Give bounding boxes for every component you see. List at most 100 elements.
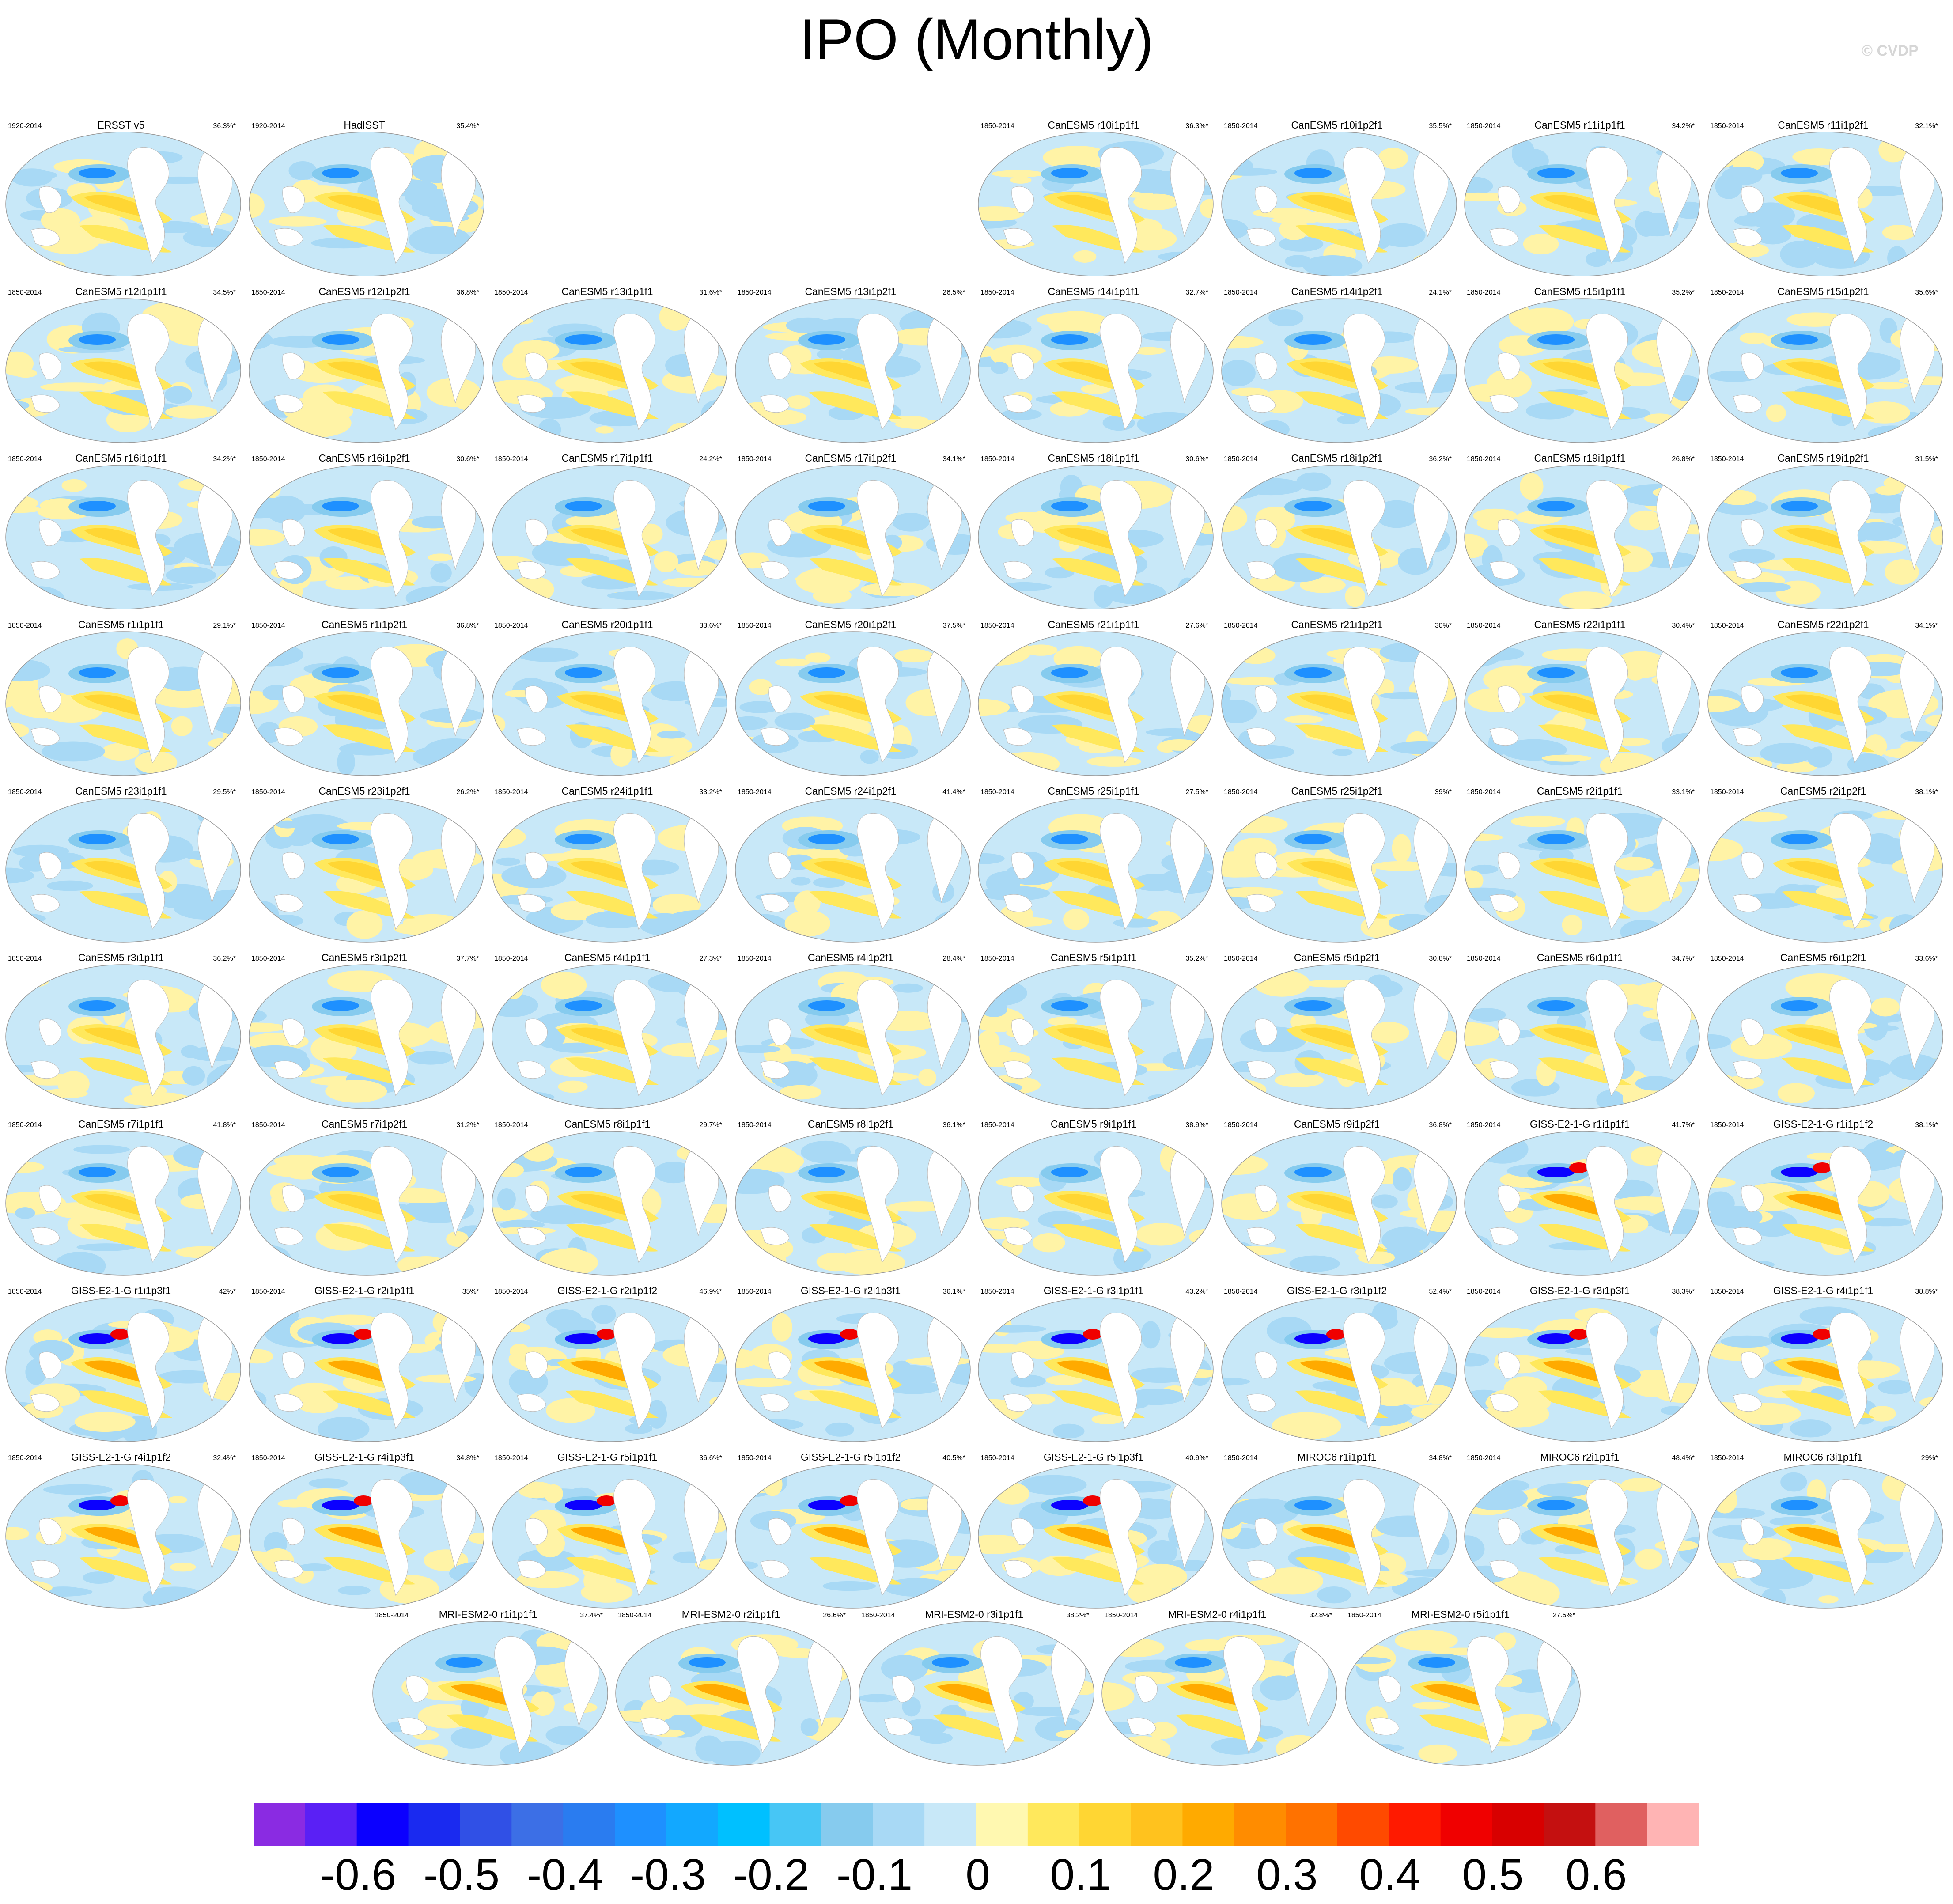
land-mass: [1343, 480, 1385, 597]
land-mass: [1586, 147, 1628, 264]
map-field: [1708, 965, 1943, 1109]
panel-variance-pct: 29.1%*: [213, 622, 236, 629]
panel-years: 1850-2014: [251, 1288, 285, 1295]
world-map: [735, 964, 971, 1109]
cold-core: [808, 834, 845, 844]
anomaly-patch: [28, 1423, 52, 1439]
map-panel: GISS-E2-1-G r4i1p3f1 1850-2014 34.8%*: [243, 1450, 485, 1609]
anomaly-patch: [183, 227, 235, 247]
anomaly-patch: [1562, 914, 1582, 935]
warm-hotspot: [1813, 1162, 1832, 1173]
map-field: [492, 632, 727, 776]
anomaly-patch: [1162, 1051, 1200, 1070]
land-mass: [1246, 727, 1276, 746]
land-mass: [760, 1227, 790, 1245]
anomaly-patch: [888, 1201, 948, 1212]
map-panel: CanESM5 r9i1p1f1 1850-2014 38.9%*: [973, 1117, 1215, 1276]
land-mass: [760, 894, 790, 912]
map-field: [1708, 1464, 1943, 1608]
panel-title: CanESM5 r2i1p1f1: [1537, 785, 1623, 797]
land-mass: [525, 519, 548, 546]
panel-variance-pct: 32.1%*: [1915, 122, 1938, 130]
land-mass: [274, 1227, 303, 1245]
map-panel: CanESM5 r16i1p2f1 1850-2014 30.6%*: [243, 451, 485, 610]
panel-years: 1920-2014: [8, 122, 42, 130]
cold-core: [79, 1500, 116, 1510]
panel-variance-pct: 26.8%*: [1672, 455, 1695, 463]
map-field: [249, 299, 484, 443]
land-mass: [760, 1060, 790, 1079]
anomaly-patch: [1428, 1477, 1457, 1493]
land-mass: [371, 979, 413, 1097]
map-field: [978, 132, 1213, 276]
map-field: [492, 1131, 727, 1275]
anomaly-patch: [1345, 1657, 1391, 1665]
cold-core: [1537, 501, 1575, 511]
panel-variance-pct: 27.5%*: [1185, 788, 1208, 796]
cold-core: [322, 1333, 359, 1344]
anomaly-patch: [1776, 761, 1818, 773]
panel-years: 1850-2014: [251, 955, 285, 962]
cold-core: [1781, 1167, 1818, 1177]
anomaly-patch: [394, 923, 439, 935]
anomaly-patch: [325, 1079, 387, 1103]
map-field: [859, 1621, 1094, 1765]
land-mass: [1733, 894, 1762, 912]
land-mass: [1011, 519, 1034, 546]
map-outline: [1221, 465, 1457, 609]
map-panel: CanESM5 r3i1p2f1 1850-2014 37.7%*: [243, 951, 485, 1110]
world-map: [1707, 1464, 1943, 1609]
land-mass: [1829, 646, 1872, 764]
anomaly-patch: [1378, 148, 1408, 169]
anomaly-patch: [1133, 193, 1179, 211]
map-field: [249, 798, 484, 942]
anomaly-patch: [739, 701, 780, 713]
panel-years: 1850-2014: [8, 1288, 42, 1295]
world-map: [249, 465, 484, 609]
anomaly-patch: [492, 750, 514, 772]
land-mass: [1498, 1018, 1520, 1046]
panel-title: CanESM5 r21i1p2f1: [1291, 619, 1383, 630]
panel-variance-pct: 36.6%*: [699, 1454, 722, 1462]
anomaly-patch: [1433, 1590, 1457, 1608]
panel-variance-pct: 34.8%*: [1429, 1454, 1452, 1462]
anomaly-patch: [1197, 522, 1213, 534]
anomaly-patch: [607, 591, 674, 600]
anomaly-patch: [1761, 1587, 1786, 1608]
world-map: [735, 298, 971, 443]
anomaly-patch: [1086, 756, 1141, 767]
cold-core: [565, 1000, 602, 1011]
map-outline: [1221, 1131, 1457, 1276]
cold-core: [79, 334, 116, 345]
cold-core: [1294, 667, 1332, 678]
colorbar-tick-label: 0.1: [1050, 1850, 1112, 1900]
land-mass: [39, 685, 61, 713]
map-outline: [1707, 964, 1943, 1109]
anomaly-patch: [1222, 168, 1278, 176]
panel-variance-pct: 46.9%*: [699, 1288, 722, 1295]
anomaly-patch: [736, 480, 760, 490]
cold-core: [1051, 1167, 1088, 1177]
map-outline: [5, 298, 241, 443]
anomaly-patch: [428, 553, 453, 562]
map-panel: GISS-E2-1-G r4i1p1f1 1850-2014 38.8%*: [1702, 1284, 1944, 1443]
colorbar-tick-label: -0.6: [320, 1850, 397, 1900]
panel-variance-pct: 38.9%*: [1185, 1121, 1208, 1129]
anomaly-patch: [544, 1484, 564, 1503]
anomaly-patch: [1337, 415, 1360, 424]
panel-years: 1850-2014: [738, 622, 772, 629]
panel-years: 1850-2014: [980, 622, 1014, 629]
anomaly-patch: [459, 414, 484, 425]
map-outline: [1707, 631, 1943, 776]
panel-variance-pct: 37.7%*: [456, 955, 479, 962]
land-mass: [1498, 852, 1520, 879]
cold-core: [1537, 1333, 1575, 1344]
panel-variance-pct: 29.5%*: [213, 788, 236, 796]
map-field: [1708, 1131, 1943, 1275]
colorbar-swatch: [1027, 1803, 1080, 1846]
anomaly-patch: [735, 1045, 781, 1053]
map-panel: CanESM5 r6i1p2f1 1850-2014 33.6%*: [1702, 951, 1944, 1110]
anomaly-patch: [1735, 812, 1788, 822]
world-map: [978, 631, 1214, 776]
map-outline: [249, 631, 484, 776]
